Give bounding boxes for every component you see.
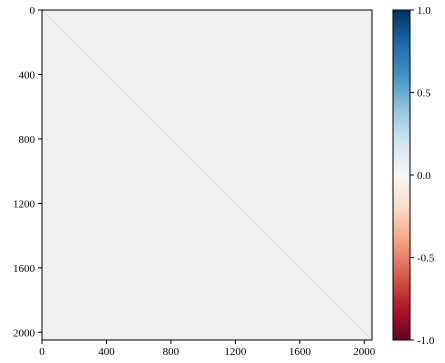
- y-tick-label: 0: [30, 5, 36, 17]
- x-tick-label: 0: [39, 346, 45, 358]
- x-tick-label: 1200: [224, 346, 247, 358]
- y-tick-label: 2000: [13, 327, 36, 339]
- y-tick-label: 1200: [13, 198, 36, 210]
- colorbar-tick-label: 1.0: [417, 5, 431, 17]
- x-tick-label: 800: [163, 346, 180, 358]
- y-tick-label: 400: [19, 69, 36, 81]
- colorbar-tick-label: -1.0: [417, 335, 435, 347]
- y-tick-label: 1600: [13, 263, 36, 275]
- x-tick-label: 1600: [289, 346, 312, 358]
- colorbar-tick-label: 0.5: [417, 88, 431, 100]
- y-tick-label: 800: [19, 134, 36, 146]
- plot-frame: [41, 9, 373, 341]
- colorbar-tick-label: 0.0: [417, 170, 431, 182]
- colorbar-tick-label: -0.5: [417, 253, 435, 265]
- colorbar-gradient: [393, 10, 410, 340]
- x-tick-label: 2000: [353, 346, 376, 358]
- x-tick-label: 400: [98, 346, 115, 358]
- heatmap-diagonal: [41, 9, 373, 341]
